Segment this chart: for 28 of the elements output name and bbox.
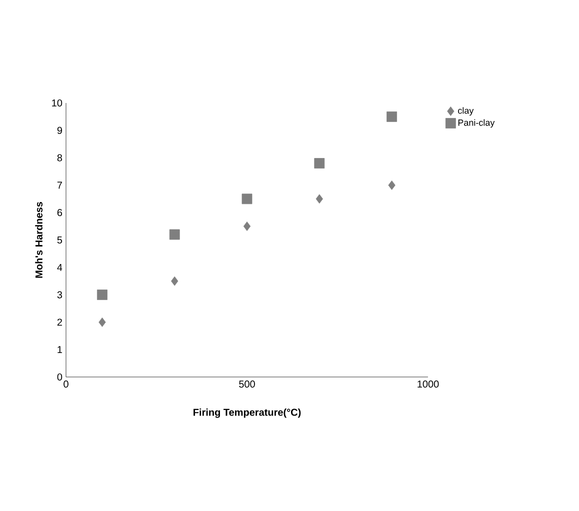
point — [97, 290, 108, 300]
point — [169, 229, 180, 240]
y-tick-label: 4 — [57, 264, 62, 271]
legend-label: Pani-clay — [458, 119, 495, 128]
y-tick-label: 6 — [57, 209, 62, 216]
y-tick-label: 2 — [57, 318, 62, 326]
x-tick-label: 0 — [64, 380, 68, 388]
point — [242, 194, 252, 204]
y-tick-label: 8 — [57, 154, 62, 162]
y-tick-label: 7 — [57, 182, 62, 189]
point — [388, 180, 396, 190]
y-tick-label: 9 — [57, 126, 62, 134]
point — [386, 111, 397, 122]
point — [316, 194, 323, 204]
x-axis-title: Firing Temperature(°C) — [194, 408, 301, 418]
legend-label: clay — [458, 107, 474, 116]
x-tick-label: 500 — [239, 380, 255, 388]
x-tick-label: 1000 — [418, 380, 439, 388]
y-tick-label: 5 — [57, 236, 62, 244]
point — [243, 222, 251, 231]
point — [171, 276, 178, 286]
y-tick-label: 10 — [52, 99, 62, 107]
y-tick-label: 1 — [58, 346, 62, 354]
y-axis-title: Moh's Hardness — [35, 202, 42, 278]
point — [314, 158, 325, 168]
point — [98, 317, 106, 327]
y-tick-label: 3 — [57, 291, 62, 298]
y-tick-label: 0 — [57, 373, 62, 381]
